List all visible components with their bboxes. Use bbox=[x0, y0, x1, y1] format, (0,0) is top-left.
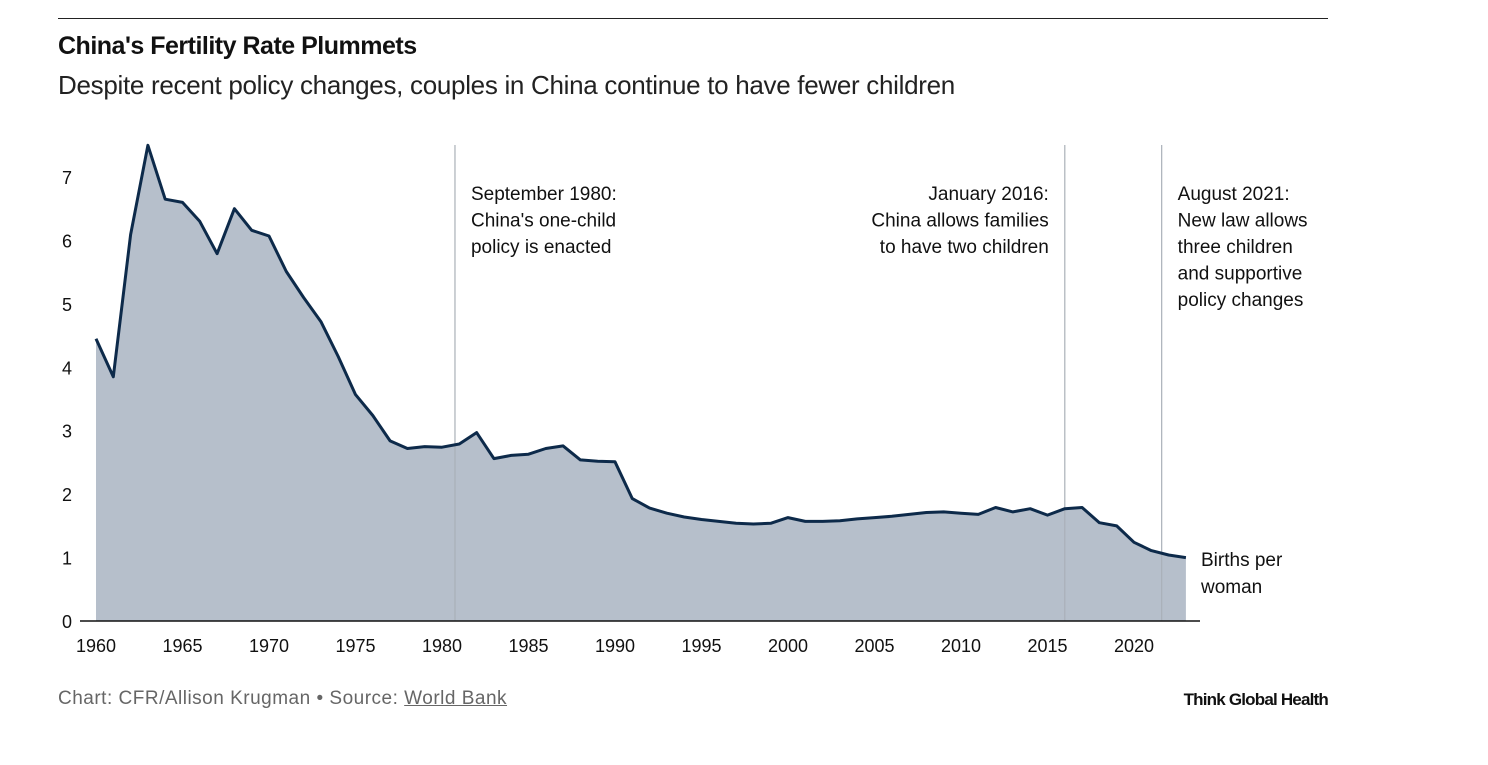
y-tick-label: 4 bbox=[62, 358, 72, 378]
x-tick-label: 1985 bbox=[508, 636, 548, 656]
annotation-text: August 2021: bbox=[1178, 184, 1290, 205]
x-tick-label: 2000 bbox=[768, 636, 808, 656]
annotation-text: policy changes bbox=[1178, 290, 1304, 311]
y-tick-label: 1 bbox=[62, 549, 72, 569]
annotation-text: January 2016: bbox=[928, 184, 1048, 205]
annotation-text: and supportive bbox=[1178, 264, 1303, 285]
x-tick-label: 1960 bbox=[76, 636, 116, 656]
credit-text: Chart: CFR/Allison Krugman • Source: bbox=[58, 688, 405, 709]
x-tick-label: 1965 bbox=[162, 636, 202, 656]
chart-subtitle: Despite recent policy changes, couples i… bbox=[58, 70, 955, 100]
footer-credit: Chart: CFR/Allison Krugman • Source: Wor… bbox=[58, 688, 507, 710]
chart-title: China's Fertility Rate Plummets bbox=[58, 32, 417, 60]
x-tick-label: 1980 bbox=[422, 636, 462, 656]
annotation-text: September 1980: bbox=[471, 184, 617, 205]
series-label: woman bbox=[1200, 577, 1262, 598]
x-tick-label: 1995 bbox=[681, 636, 721, 656]
fertility-line bbox=[94, 143, 1187, 560]
y-tick-label: 5 bbox=[62, 295, 72, 315]
x-tick-label: 2020 bbox=[1114, 636, 1154, 656]
y-tick-label: 7 bbox=[62, 168, 72, 188]
y-tick-label: 0 bbox=[62, 612, 72, 632]
x-tick-label: 1990 bbox=[595, 636, 635, 656]
x-tick-label: 1975 bbox=[335, 636, 375, 656]
x-tick-label: 2015 bbox=[1027, 636, 1067, 656]
area-fill bbox=[96, 145, 1186, 622]
brand-logo: Think Global Health bbox=[1183, 690, 1329, 709]
y-tick-label: 3 bbox=[62, 422, 72, 442]
annotation-text: three children bbox=[1178, 237, 1293, 258]
top-rule bbox=[58, 18, 1328, 19]
x-tick-label: 2005 bbox=[854, 636, 894, 656]
x-tick-label: 1970 bbox=[249, 636, 289, 656]
y-tick-label: 6 bbox=[62, 231, 72, 251]
annotation-text: China allows families bbox=[871, 211, 1048, 232]
series-label: Births per bbox=[1201, 550, 1283, 571]
annotation-text: China's one-child bbox=[471, 211, 616, 232]
x-tick-label: 2010 bbox=[941, 636, 981, 656]
source-link[interactable]: World Bank bbox=[404, 688, 508, 709]
annotation-text: to have two children bbox=[880, 237, 1049, 258]
annotation-text: policy is enacted bbox=[471, 237, 611, 258]
y-tick-label: 2 bbox=[62, 485, 72, 505]
annotation-text: New law allows bbox=[1178, 211, 1308, 232]
